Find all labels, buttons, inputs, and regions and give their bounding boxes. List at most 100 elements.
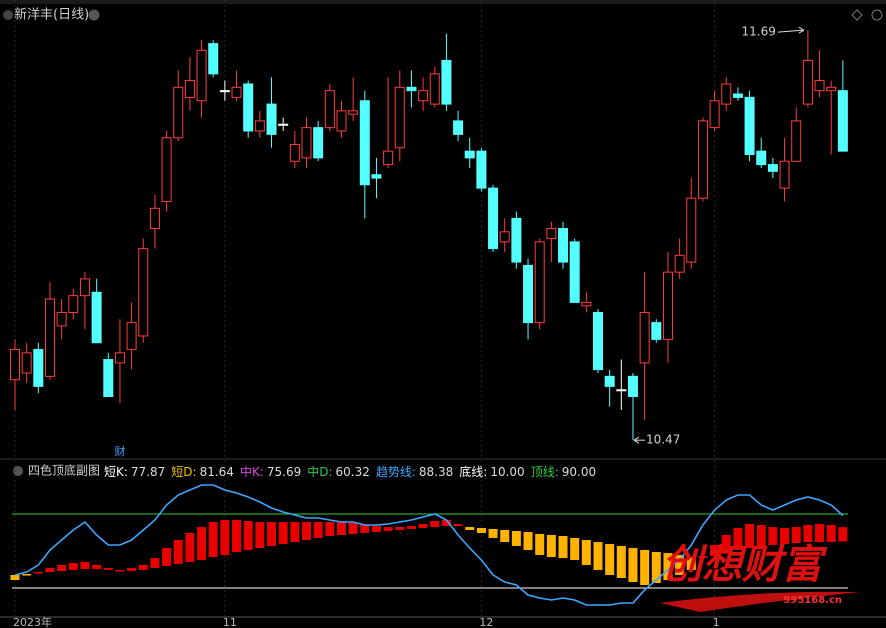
candle-body	[56, 311, 67, 327]
indicator-legend: 短K: 77.87 短D: 81.64 中K: 75.69 中D: 60.32 趋势线: 88.3…	[104, 463, 596, 480]
candle-body	[721, 83, 732, 105]
candle-body	[826, 86, 837, 92]
candle-body	[569, 241, 580, 303]
indicator-bar	[115, 569, 125, 572]
indicator-bar	[395, 527, 405, 531]
candle-body	[406, 86, 417, 92]
close-icon[interactable]	[871, 9, 883, 21]
indicator-bar	[383, 527, 393, 532]
indicator-bar	[336, 522, 346, 535]
indicator-bar	[511, 531, 521, 547]
indicator-bar	[535, 533, 545, 555]
indicator-bar	[313, 522, 323, 538]
candle-body	[254, 120, 265, 132]
legend-item: 中K: 75.69	[240, 463, 301, 480]
candle-body	[674, 254, 685, 273]
diamond-icon[interactable]	[851, 9, 863, 21]
candle-body	[21, 352, 32, 374]
indicator-title: 四色顶底副图	[28, 463, 100, 478]
candle-body	[231, 86, 242, 98]
candle-body	[138, 248, 149, 337]
indicator-bar	[675, 554, 685, 575]
annotation-arrow	[777, 29, 804, 33]
legend-item: 中D: 60.32	[307, 463, 370, 480]
candle-body	[756, 150, 767, 166]
indicator-bar	[640, 549, 650, 586]
x-tick-label: 11	[223, 616, 237, 628]
indicator-bar	[80, 562, 90, 570]
top-strip	[0, 0, 886, 4]
indicator-bar	[267, 522, 277, 547]
candle-body	[581, 301, 592, 307]
indicator-bar	[838, 527, 848, 542]
legend-item: 底线: 10.00	[459, 463, 524, 480]
indicator-bar	[243, 521, 253, 550]
indicator-bar	[197, 527, 207, 560]
candle-body	[219, 90, 230, 93]
candle-body	[639, 311, 650, 364]
title-dropdown[interactable]	[88, 9, 100, 21]
candle-body	[313, 127, 324, 159]
indicator-bar	[232, 520, 242, 553]
legend-item: 短K: 77.87	[104, 463, 165, 480]
candle-body	[616, 389, 627, 392]
indicator-bar	[430, 521, 440, 528]
watermark: 创想财富 995168.cn	[660, 541, 860, 612]
legend-value: 60.32	[335, 465, 370, 479]
candle-body	[558, 227, 569, 263]
candle-body	[511, 217, 522, 263]
legend-name: 短D:	[171, 465, 197, 479]
annotation-high: 11.69	[742, 25, 776, 39]
indicator-bar	[733, 527, 743, 550]
indicator-bar	[325, 522, 335, 537]
candle-body	[348, 110, 359, 115]
indicator-bar	[33, 571, 43, 574]
indicator-bar	[103, 568, 113, 570]
indicator-bar	[721, 534, 731, 554]
legend-item: 顶线: 90.00	[531, 463, 596, 480]
indicator-bar	[10, 574, 20, 581]
candle-body	[499, 231, 510, 243]
indicator-bar	[22, 574, 32, 576]
indicator-bar	[302, 522, 311, 540]
indicator-dropdown[interactable]	[13, 466, 23, 476]
indicator-bar	[710, 544, 720, 556]
indicator-bar	[68, 563, 78, 570]
candle-body	[791, 120, 802, 162]
indicator-bar	[127, 568, 137, 571]
candle-body	[79, 278, 90, 297]
candle-body	[383, 150, 394, 166]
legend-name: 底线:	[459, 465, 488, 479]
indicator-bar	[418, 523, 428, 528]
candle-body	[196, 49, 207, 102]
indicator-bar	[628, 548, 638, 582]
indicator-bar	[581, 539, 591, 565]
candle-body	[278, 123, 289, 126]
candle-body	[161, 137, 172, 203]
candle-body	[371, 174, 382, 179]
indicator-bar	[605, 543, 615, 575]
indicator-bar	[406, 526, 416, 529]
candle-body	[68, 295, 79, 313]
legend-value: 10.00	[490, 465, 525, 479]
candle-body	[488, 187, 499, 250]
candle-body	[744, 96, 755, 156]
candle-body	[779, 160, 790, 189]
candle-body	[184, 80, 195, 98]
indicator-bar	[476, 527, 486, 533]
indicator-bar	[780, 527, 790, 544]
candle-body	[289, 143, 300, 162]
indicator-bar	[593, 542, 603, 570]
indicator-bar	[371, 526, 381, 533]
candle-body	[604, 375, 615, 387]
indicator-bar	[278, 522, 288, 544]
candle-body	[767, 164, 778, 172]
indicator-bar	[523, 532, 533, 550]
annotation-arrowhead	[798, 26, 805, 34]
menu-icon[interactable]	[3, 10, 13, 20]
indicator-bar	[546, 534, 556, 558]
candle-body	[91, 291, 102, 344]
indicator-bar	[208, 522, 218, 558]
